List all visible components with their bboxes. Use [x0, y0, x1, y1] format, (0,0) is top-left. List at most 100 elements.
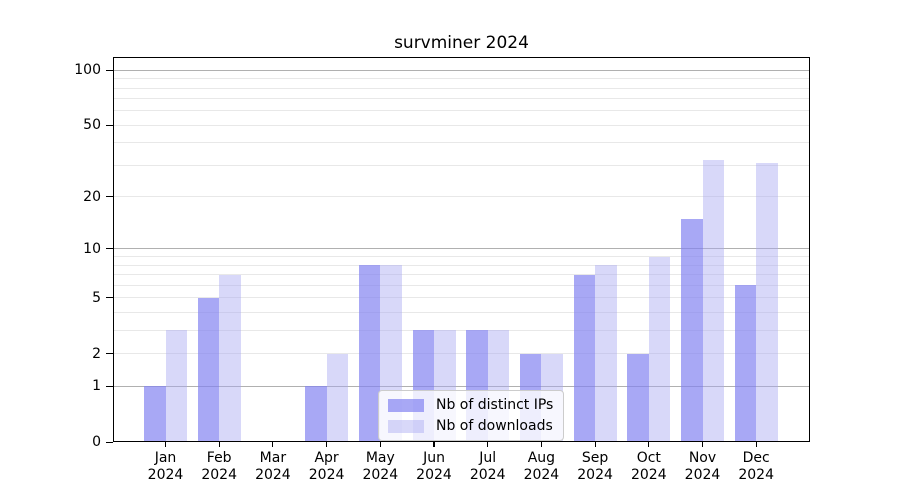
x-tick-mark — [540, 442, 542, 447]
x-tick-mark — [326, 442, 328, 447]
gridline-minor — [113, 110, 810, 112]
gridline-minor — [113, 274, 810, 275]
x-tick-label: Jul 2024 — [458, 450, 518, 484]
x-tick-mark — [272, 442, 274, 447]
y-tick-mark — [106, 248, 113, 250]
y-tick-label: 5 — [92, 289, 101, 306]
x-tick-label-line: Sep — [581, 450, 609, 466]
y-tick-label: 50 — [83, 117, 101, 134]
legend: Nb of distinct IPs Nb of downloads — [378, 390, 565, 441]
y-tick-label: 0 — [92, 434, 101, 450]
x-tick-label-line: 2024 — [201, 467, 237, 483]
x-tick-mark — [594, 442, 596, 447]
x-tick-label-line: 2024 — [738, 467, 774, 483]
bar-distinct-ips — [573, 274, 596, 442]
x-tick-label: Apr 2024 — [297, 450, 357, 484]
legend-label: Nb of distinct IPs — [436, 397, 554, 413]
x-tick-mark — [379, 442, 381, 447]
x-tick-label-line: Feb — [206, 450, 232, 466]
gridline-minor — [113, 329, 810, 331]
x-tick-label-line: 2024 — [523, 467, 560, 483]
x-tick-label: Oct 2024 — [619, 450, 679, 484]
x-tick-label-line: Jul — [479, 450, 497, 466]
x-tick-label-line: 2024 — [630, 467, 667, 483]
gridline-major — [113, 385, 810, 387]
gridline-minor — [113, 98, 810, 100]
x-tick-label-line: Jan — [154, 450, 177, 466]
gridline-minor — [113, 87, 810, 89]
x-tick-mark — [218, 442, 220, 447]
x-tick-label-line: Apr — [314, 450, 339, 466]
x-tick-label: Aug 2024 — [511, 450, 571, 484]
x-tick-mark — [487, 442, 489, 447]
y-tick-label: 100 — [74, 62, 101, 79]
chart-title: survminer 2024 — [394, 33, 529, 53]
x-tick-label-line: Oct — [636, 450, 661, 466]
x-tick-label-line: 2024 — [416, 467, 452, 483]
x-tick-label-line: 2024 — [684, 467, 721, 483]
bar-distinct-ips — [734, 285, 757, 442]
bar-downloads — [756, 162, 778, 442]
x-tick-label: May 2024 — [350, 450, 410, 484]
x-tick-label: Feb 2024 — [189, 450, 249, 484]
gridline-minor — [113, 78, 810, 80]
bar-downloads — [595, 265, 617, 442]
x-tick-label: Mar 2024 — [243, 450, 303, 484]
y-tick-mark — [106, 124, 113, 126]
y-tick-label: 1 — [92, 378, 101, 395]
y-tick-mark — [106, 69, 113, 71]
x-tick-label: Jan 2024 — [136, 450, 196, 484]
gridline-major — [113, 69, 810, 71]
x-tick-label-line: 2024 — [255, 467, 291, 483]
x-tick-label-line: Jun — [423, 450, 445, 466]
bar-distinct-ips — [627, 353, 649, 442]
gridline-minor — [113, 284, 810, 286]
y-tick-label: 10 — [83, 240, 101, 257]
x-tick-mark — [755, 442, 757, 447]
legend-item: Nb of distinct IPs — [388, 397, 553, 413]
y-tick-mark — [106, 196, 113, 198]
gridline-minor — [113, 264, 810, 266]
bar-distinct-ips — [681, 218, 703, 442]
bar-downloads — [326, 353, 349, 442]
x-tick-label: Nov 2024 — [673, 450, 733, 484]
bar-downloads — [165, 330, 187, 442]
y-tick-label: 20 — [83, 188, 101, 205]
y-tick-label: 2 — [92, 345, 101, 362]
gridline-minor — [113, 124, 810, 126]
x-tick-mark — [701, 442, 704, 447]
x-tick-label: Dec 2024 — [726, 450, 786, 484]
x-tick-label-line: May — [365, 450, 395, 466]
x-tick-label: Jun 2024 — [404, 450, 464, 484]
x-tick-label-line: Nov — [688, 450, 717, 466]
x-tick-label-line: 2024 — [577, 467, 613, 483]
gridline-minor — [113, 311, 810, 313]
x-tick-label: Sep 2024 — [565, 450, 625, 484]
gridline-minor — [113, 164, 810, 166]
x-tick-label-line: Mar — [259, 450, 287, 466]
bar-downloads — [219, 274, 241, 442]
y-tick-mark — [106, 353, 113, 355]
x-tick-label-line: 2024 — [147, 467, 184, 483]
x-tick-label-line: Aug — [527, 450, 556, 466]
legend-label: Nb of downloads — [436, 418, 553, 434]
bar-distinct-ips — [144, 386, 166, 442]
bar-downloads — [648, 256, 671, 442]
y-tick-mark — [106, 441, 113, 443]
x-tick-label-line: 2024 — [308, 467, 345, 483]
x-tick-label-line: 2024 — [362, 467, 399, 483]
x-tick-mark — [648, 442, 650, 447]
x-tick-mark — [433, 442, 435, 447]
gridline-minor — [113, 196, 810, 198]
legend-swatch-distinct-ips — [388, 398, 424, 412]
x-tick-mark — [164, 442, 167, 447]
gridline-minor — [113, 297, 810, 299]
gridline-minor — [113, 256, 810, 257]
gridline-minor — [113, 353, 810, 354]
y-tick-mark — [106, 297, 113, 299]
legend-item: Nb of downloads — [388, 418, 553, 434]
y-tick-mark — [106, 385, 113, 387]
bar-downloads — [702, 160, 724, 442]
bar-distinct-ips — [305, 386, 327, 442]
